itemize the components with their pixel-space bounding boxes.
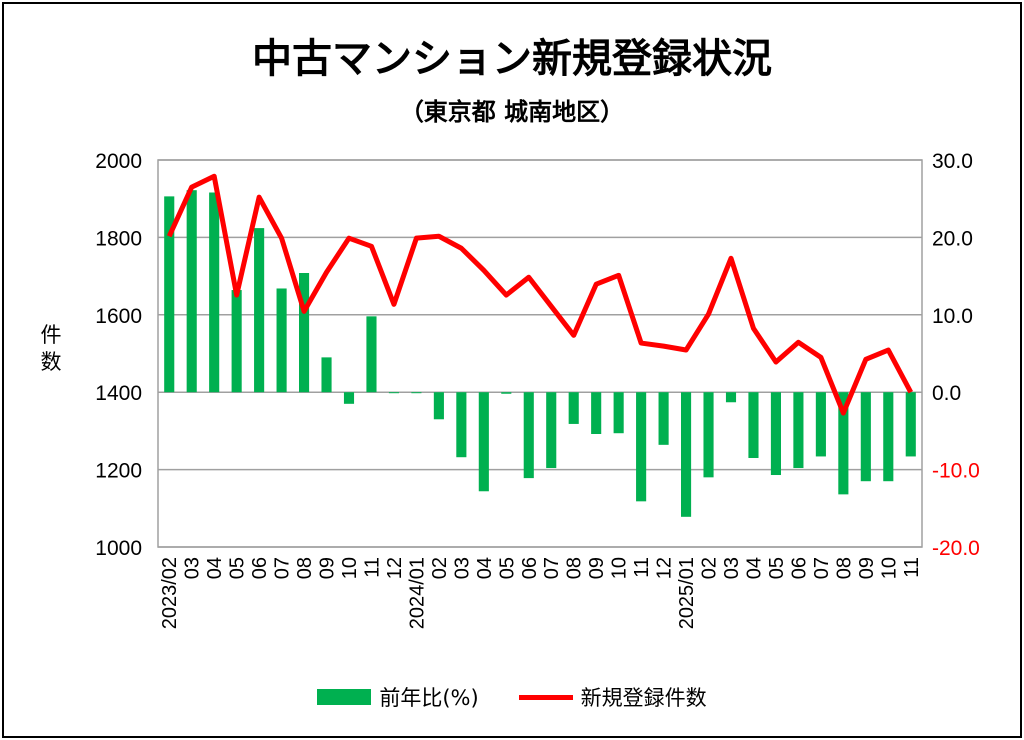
right-tick-label: -20.0	[932, 537, 980, 560]
x-tick-label: 10	[878, 557, 900, 579]
bar	[905, 392, 916, 457]
y-axis-label: 件数	[40, 323, 62, 374]
left-tick-label: 1400	[95, 382, 142, 405]
x-tick-label: 02	[429, 557, 451, 579]
x-tick-label: 03	[721, 557, 743, 579]
x-tick-label: 07	[272, 557, 294, 579]
bar	[321, 357, 332, 393]
legend-item-line: 新規登録件数	[518, 682, 707, 712]
x-tick-label: 2025/01	[676, 557, 698, 629]
x-tick-label: 05	[496, 557, 518, 579]
bar	[478, 392, 489, 492]
left-tick-label: 1200	[95, 460, 142, 483]
right-tick-label: 0.0	[932, 382, 961, 405]
bar	[343, 392, 355, 404]
bar	[636, 392, 647, 502]
x-tick-label: 06	[249, 557, 271, 579]
x-tick-label: 03	[182, 557, 204, 579]
bar	[568, 392, 579, 424]
left-tick-label: 1600	[95, 305, 142, 328]
x-tick-label: 04	[743, 557, 765, 579]
x-tick-label: 2023/02	[159, 557, 181, 629]
bar	[658, 392, 669, 445]
bar	[276, 288, 287, 393]
left-tick-label: 2000	[95, 150, 142, 173]
legend: 前年比(%) 新規登録件数	[0, 682, 1024, 712]
bar	[838, 392, 849, 495]
x-tick-label: 09	[856, 557, 878, 579]
chart-title: 中古マンション新規登録状況	[252, 36, 772, 82]
x-tick-label: 05	[766, 557, 788, 579]
right-tick-label: 20.0	[932, 227, 973, 250]
x-tick-label: 04	[204, 557, 226, 579]
x-tick-label: 08	[564, 557, 586, 579]
left-tick-label: 1000	[95, 537, 142, 560]
left-tick-label: 1800	[95, 227, 142, 250]
bar	[546, 392, 557, 469]
bar	[681, 392, 692, 517]
bar	[748, 392, 759, 458]
line-series	[166, 173, 913, 416]
x-tick-label: 07	[811, 557, 833, 579]
bar	[703, 392, 714, 478]
x-tick-label: 10	[339, 557, 361, 579]
legend-swatch-bar	[317, 689, 372, 705]
bar	[186, 190, 197, 393]
x-tick-label: 04	[474, 557, 496, 579]
legend-label-bar: 前年比(%)	[379, 686, 479, 710]
bar	[366, 316, 377, 393]
x-tick-label: 07	[541, 557, 563, 579]
x-tick-label: 11	[361, 557, 383, 578]
x-tick-label: 06	[519, 557, 541, 579]
right-tick-label: -10.0	[932, 460, 980, 483]
x-tick-label: 11	[901, 557, 923, 578]
x-tick-label: 12	[654, 557, 676, 579]
x-tick-label: 08	[833, 557, 855, 579]
bar	[254, 228, 265, 393]
x-tick-label: 12	[384, 557, 406, 579]
bar	[860, 392, 871, 482]
x-tick-label: 11	[631, 557, 653, 578]
bar	[770, 392, 781, 476]
x-tick-label: 08	[294, 557, 316, 579]
x-tick-label: 10	[609, 557, 631, 579]
bar	[793, 392, 804, 469]
x-tick-label: 06	[788, 557, 810, 579]
bar	[299, 273, 310, 393]
x-tick-label: 03	[451, 557, 473, 579]
bar	[164, 196, 175, 393]
bar	[613, 392, 624, 434]
x-tick-label: 2024/01	[406, 557, 428, 629]
bar	[456, 392, 467, 458]
bar	[523, 392, 534, 479]
bar	[433, 392, 444, 420]
right-tick-label: 30.0	[932, 150, 973, 173]
chart-subtitle: （東京都 城南地区）	[399, 98, 625, 126]
legend-swatch-line	[518, 694, 573, 700]
legend-label-line: 新規登録件数	[580, 686, 707, 710]
bar	[388, 392, 399, 394]
x-tick-label: 05	[227, 557, 249, 579]
bar	[725, 392, 737, 403]
right-tick-label: 10.0	[932, 305, 973, 328]
bar	[231, 290, 242, 393]
bar	[501, 392, 512, 394]
x-tick-label: 09	[586, 557, 608, 579]
bar	[815, 392, 826, 457]
bar	[411, 392, 422, 394]
legend-item-bar: 前年比(%)	[317, 682, 479, 712]
bar	[883, 392, 894, 482]
bar	[209, 192, 220, 393]
x-tick-label: 09	[317, 557, 339, 579]
bar	[591, 392, 602, 434]
x-tick-label: 02	[699, 557, 721, 579]
